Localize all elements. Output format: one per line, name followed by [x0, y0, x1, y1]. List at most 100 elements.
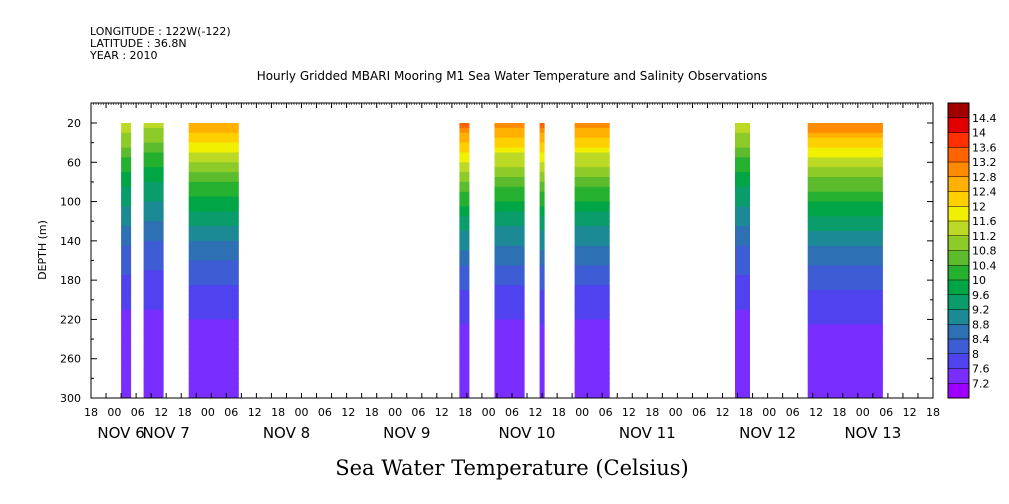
segment-band	[807, 383, 883, 389]
segment-band	[539, 270, 545, 276]
segment-band	[574, 265, 610, 271]
segment-band	[807, 177, 883, 183]
segment-band	[735, 123, 750, 129]
segment-band	[121, 235, 132, 242]
segment-band	[735, 309, 750, 316]
segment-band	[494, 240, 525, 247]
segment-band	[807, 304, 883, 311]
segment-band	[188, 314, 239, 320]
x-day-label: NOV 9	[383, 424, 430, 442]
segment-band	[459, 162, 470, 168]
segment-band	[494, 339, 525, 345]
segment-9	[807, 123, 883, 398]
segment-band	[735, 255, 750, 262]
segment-band	[494, 221, 525, 227]
legend-label: 7.6	[972, 363, 990, 376]
segment-band	[735, 196, 750, 203]
segment-band	[494, 358, 525, 365]
segment-band	[735, 260, 750, 266]
segment-band	[539, 127, 545, 134]
segment-band	[807, 255, 883, 262]
segment-band	[143, 388, 164, 394]
segment-band	[121, 216, 132, 222]
segment-band	[143, 363, 164, 370]
segment-band	[188, 324, 239, 330]
segment-band	[807, 393, 883, 398]
legend-label: 14	[972, 127, 986, 140]
segment-band	[807, 348, 883, 355]
legend-label: 14.4	[972, 112, 997, 125]
segment-band	[459, 157, 470, 163]
segment-band	[807, 226, 883, 232]
segment-band	[188, 211, 239, 217]
segment-band	[121, 290, 132, 296]
x-hour-label: 12	[435, 406, 449, 419]
segment-5	[494, 123, 525, 398]
segment-band	[494, 147, 525, 154]
x-hour-label: 12	[622, 406, 636, 419]
segment-band	[121, 373, 132, 379]
segment-band	[574, 221, 610, 227]
segment-band	[735, 373, 750, 379]
legend-swatch	[948, 103, 969, 119]
segment-band	[494, 363, 525, 370]
segment-band	[735, 393, 750, 398]
segment-band	[735, 270, 750, 276]
legend-label: 11.6	[972, 215, 997, 228]
segment-band	[539, 304, 545, 311]
segment-band	[494, 373, 525, 379]
segment-band	[188, 373, 239, 379]
segment-band	[807, 339, 883, 345]
segment-band	[459, 339, 470, 345]
segment-band	[459, 275, 470, 281]
segment-band	[121, 353, 132, 360]
segment-band	[539, 245, 545, 252]
segment-band	[539, 177, 545, 183]
segment-band	[143, 348, 164, 355]
segment-band	[574, 334, 610, 340]
x-hour-label: 18	[365, 406, 379, 419]
segment-band	[143, 309, 164, 316]
x-hour-label: 00	[856, 406, 870, 419]
segment-band	[807, 235, 883, 242]
segment-band	[143, 162, 164, 168]
segment-band	[121, 201, 132, 208]
legend-label: 12.8	[972, 171, 997, 184]
y-tick-label: 60	[67, 156, 81, 169]
segment-band	[121, 275, 132, 281]
segment-band	[539, 216, 545, 222]
segment-band	[143, 378, 164, 384]
x-hour-label: 12	[903, 406, 917, 419]
segment-band	[459, 167, 470, 173]
x-axis-ticks	[90, 103, 934, 398]
segment-band	[459, 186, 470, 193]
segment-band	[494, 196, 525, 203]
legend-swatch	[948, 294, 969, 310]
segment-band	[188, 393, 239, 398]
segment-band	[188, 250, 239, 257]
segment-band	[539, 388, 545, 394]
segment-band	[459, 211, 470, 217]
segment-band	[121, 186, 132, 193]
x-day-label: NOV 8	[263, 424, 310, 442]
segment-band	[459, 127, 470, 134]
segment-band	[574, 290, 610, 296]
segment-band	[735, 358, 750, 365]
segment-band	[188, 334, 239, 340]
segment-band	[735, 167, 750, 173]
color-legend: 7.27.688.48.89.29.61010.410.811.211.6121…	[947, 102, 997, 399]
segment-band	[494, 294, 525, 301]
segment-band	[735, 285, 750, 291]
segment-band	[539, 206, 545, 212]
segment-band	[807, 123, 883, 129]
segment-band	[459, 285, 470, 291]
segment-band	[539, 211, 545, 217]
segment-band	[807, 206, 883, 212]
segment-band	[539, 172, 545, 178]
segment-band	[459, 373, 470, 379]
segment-band	[459, 181, 470, 188]
segment-band	[574, 299, 610, 306]
x-day-label: NOV 7	[143, 424, 190, 442]
segment-band	[459, 196, 470, 203]
